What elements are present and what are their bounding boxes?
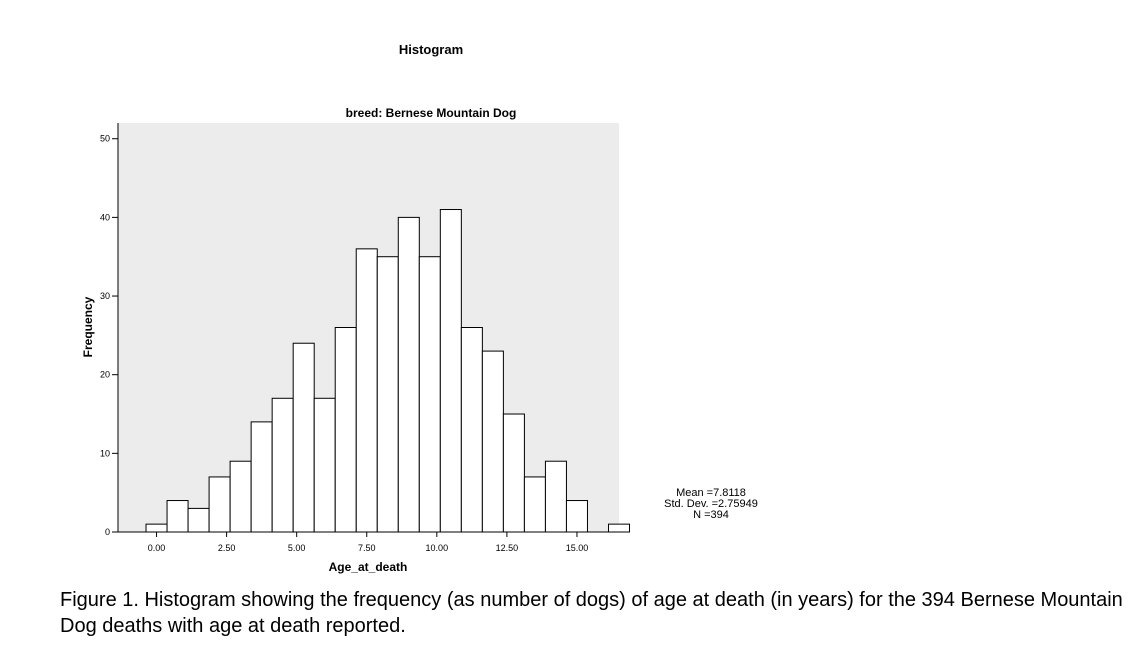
- y-axis-label: Frequency: [81, 296, 95, 357]
- histogram-bar: [523, 476, 546, 533]
- y-tick-label: 0: [105, 527, 110, 537]
- stat-std-dev: Std. Dev. =2.75949: [664, 498, 758, 510]
- chart-subtitle: breed: Bernese Mountain Dog: [346, 106, 517, 120]
- histogram-bar: [355, 248, 378, 533]
- histogram-bar: [481, 350, 504, 533]
- histogram-bar: [397, 216, 420, 533]
- histogram-bar: [229, 460, 252, 533]
- histogram-bar: [292, 342, 315, 533]
- y-tick-label: 10: [100, 448, 110, 458]
- x-tick-label: 10.00: [426, 543, 449, 553]
- histogram-bar: [187, 507, 210, 533]
- histogram-bar: [502, 413, 525, 533]
- chart-title: Histogram: [399, 42, 463, 57]
- histogram-bar: [208, 476, 231, 533]
- y-tick-label: 30: [100, 291, 110, 301]
- histogram-bar: [250, 421, 273, 533]
- x-tick-label: 15.00: [566, 543, 589, 553]
- histogram-bar: [418, 256, 441, 533]
- stat-mean: Mean =7.8118: [676, 487, 746, 499]
- histogram-bar: [166, 500, 189, 533]
- x-tick-label: 2.50: [218, 543, 236, 553]
- histogram-bar: [460, 327, 483, 533]
- histogram-bar: [565, 500, 588, 533]
- histogram-bar: [334, 327, 357, 533]
- bars-group: [145, 209, 631, 533]
- histogram-chart: Histogram breed: Bernese Mountain Dog 0 1…: [81, 42, 758, 574]
- stat-n: N =394: [693, 509, 729, 521]
- histogram-bar: [439, 209, 462, 533]
- y-tick-label: 50: [100, 134, 110, 144]
- x-tick-label: 5.00: [288, 543, 306, 553]
- x-ticks-group: 0.00 2.50 5.00 7.50 10.00 12.50 15.00: [148, 532, 588, 553]
- histogram-bar: [607, 523, 631, 533]
- histogram-bar: [544, 460, 567, 533]
- histogram-bar: [145, 523, 168, 533]
- histogram-bar: [271, 397, 294, 533]
- histogram-bar: [313, 397, 336, 533]
- x-tick-label: 12.50: [496, 543, 519, 553]
- x-tick-label: 0.00: [148, 543, 166, 553]
- x-axis-label: Age_at_death: [329, 560, 408, 574]
- y-tick-label: 20: [100, 370, 110, 380]
- y-tick-label: 40: [100, 212, 110, 222]
- histogram-bar: [376, 256, 399, 533]
- figure-caption: Figure 1. Histogram showing the frequenc…: [60, 589, 1123, 637]
- x-tick-label: 7.50: [358, 543, 376, 553]
- y-ticks-group: 0 10 20 30 40 50: [100, 134, 118, 537]
